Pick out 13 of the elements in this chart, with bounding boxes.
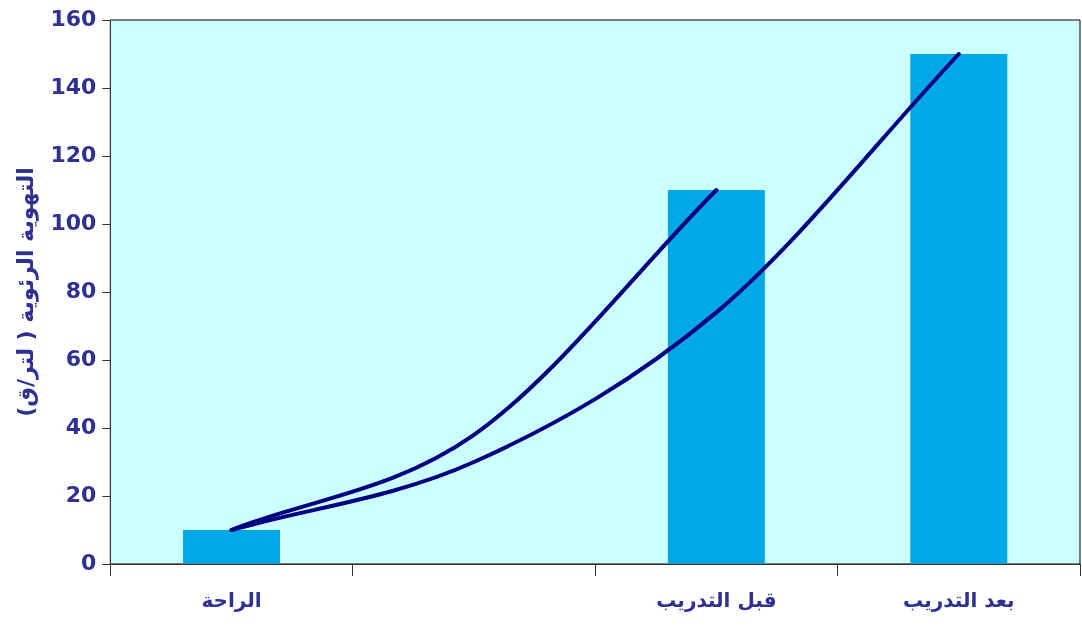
y-tick-label: 140 [50,73,97,99]
y-tick-label: 0 [81,549,97,575]
y-tick-label: 160 [50,5,97,31]
y-axis-title: التهوية الرئوية ( لتر/ق) [12,167,39,417]
x-tick-label: قبل التدريب [656,588,777,613]
y-tick-label: 60 [65,345,97,371]
x-tick-label: الراحة [201,588,262,613]
y-tick-label: 20 [65,481,97,507]
y-tick-label: 100 [50,209,97,235]
x-tick-label: بعد التدريب [902,588,1015,613]
y-tick-label: 120 [50,141,97,167]
y-tick-label: 40 [65,413,97,439]
y-tick-label: 80 [65,277,97,303]
